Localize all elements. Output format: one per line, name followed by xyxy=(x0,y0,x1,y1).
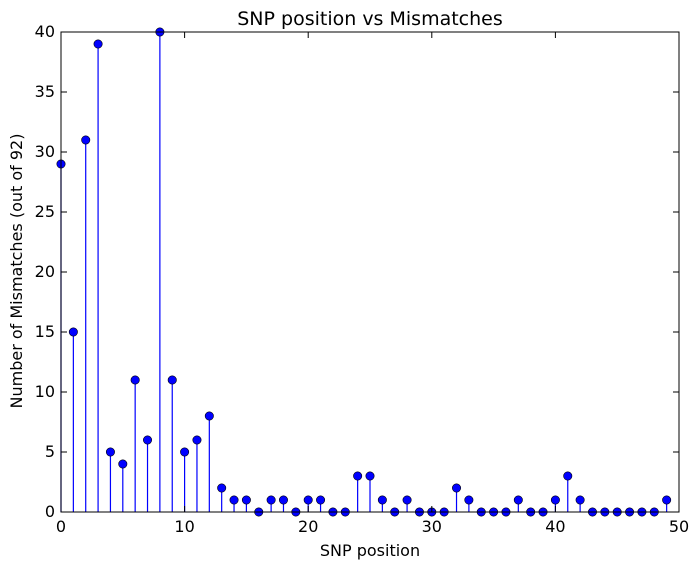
x-tick-label: 10 xyxy=(174,517,194,536)
y-tick-label: 5 xyxy=(45,442,55,461)
markers-group xyxy=(56,27,672,517)
data-point xyxy=(402,495,412,505)
y-tick-label: 30 xyxy=(35,142,55,161)
data-point xyxy=(204,411,214,421)
data-point xyxy=(167,375,177,385)
data-point xyxy=(575,495,585,505)
y-axis-label: Number of Mismatches (out of 92) xyxy=(7,134,26,409)
x-axis-label: SNP position xyxy=(320,541,420,560)
y-tick-label: 10 xyxy=(35,382,55,401)
plot-frame xyxy=(60,31,680,513)
y-tick-label: 25 xyxy=(35,202,55,221)
data-point xyxy=(192,435,202,445)
data-point xyxy=(550,495,560,505)
y-tick-label: 20 xyxy=(35,262,55,281)
data-point xyxy=(303,495,313,505)
data-point xyxy=(143,435,153,445)
x-tick-label: 20 xyxy=(298,517,318,536)
data-point xyxy=(68,327,78,337)
data-point xyxy=(266,495,276,505)
data-point xyxy=(229,495,239,505)
data-point xyxy=(93,39,103,49)
ticks-group: 0 10 20 30 40 50 0 5 10 15 20 25 30 35 40 xyxy=(35,22,690,536)
data-point xyxy=(217,483,227,493)
data-point xyxy=(513,495,523,505)
data-point xyxy=(353,471,363,481)
data-point xyxy=(105,447,115,457)
data-point xyxy=(241,495,251,505)
y-tick-label: 40 xyxy=(35,22,55,41)
data-point xyxy=(365,471,375,481)
x-tick-label: 50 xyxy=(669,517,689,536)
y-tick-label: 15 xyxy=(35,322,55,341)
data-point xyxy=(452,483,462,493)
data-point xyxy=(662,495,672,505)
x-tick-label: 0 xyxy=(56,517,66,536)
y-tick-label: 0 xyxy=(45,502,55,521)
data-point xyxy=(316,495,326,505)
data-point xyxy=(563,471,573,481)
data-point xyxy=(118,459,128,469)
data-point xyxy=(278,495,288,505)
chart-title: SNP position vs Mismatches xyxy=(237,8,503,30)
data-point xyxy=(130,375,140,385)
data-point xyxy=(180,447,190,457)
data-point xyxy=(377,495,387,505)
y-tick-label: 35 xyxy=(35,82,55,101)
data-point xyxy=(81,135,91,145)
x-tick-label: 30 xyxy=(422,517,442,536)
x-tick-label: 40 xyxy=(545,517,565,536)
data-point xyxy=(464,495,474,505)
